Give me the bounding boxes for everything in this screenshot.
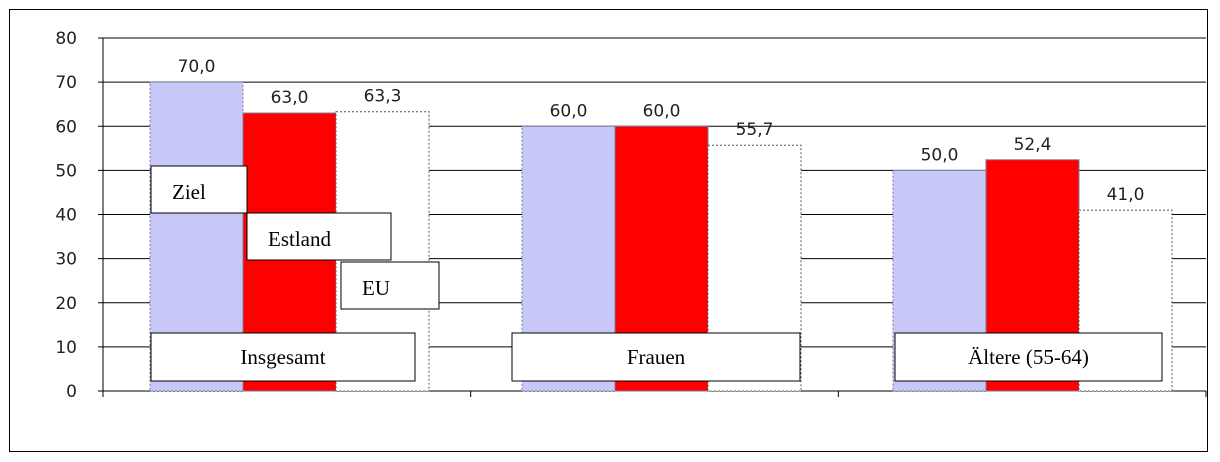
legend-box-ziel <box>150 165 248 214</box>
category-label-box-0 <box>150 332 416 382</box>
y-tick-label-10: 10 <box>55 338 77 358</box>
y-tick-label-70: 70 <box>55 73 77 93</box>
legend-label-ziel: Ziel <box>172 180 206 204</box>
data-label-eu-0: 63,3 <box>364 87 402 107</box>
y-tick-label-30: 30 <box>55 250 77 270</box>
category-label-box-2 <box>894 332 1163 382</box>
data-label-ziel-1: 60,0 <box>550 101 588 121</box>
data-label-ziel-2: 50,0 <box>921 145 959 165</box>
category-label-box-1 <box>511 332 801 382</box>
legend-label-eu: EU <box>362 276 390 300</box>
y-tick-label-80: 80 <box>55 29 77 49</box>
y-tick-label-20: 20 <box>55 294 77 314</box>
data-label-estland-0: 63,0 <box>271 88 309 108</box>
category-label-2: Ältere (55-64) <box>968 345 1089 369</box>
data-label-eu-2: 41,0 <box>1107 185 1145 205</box>
legend-box-eu <box>340 261 440 310</box>
category-label-0: Insgesamt <box>240 345 325 369</box>
data-label-eu-1: 55,7 <box>736 120 774 140</box>
y-tick-label-40: 40 <box>55 206 77 226</box>
legend-label-estland: Estland <box>268 227 331 251</box>
y-tick-label-50: 50 <box>55 161 77 181</box>
data-label-estland-2: 52,4 <box>1014 135 1052 155</box>
data-label-estland-1: 60,0 <box>643 101 681 121</box>
data-label-ziel-0: 70,0 <box>178 57 216 77</box>
y-tick-label-0: 0 <box>66 382 77 402</box>
legend-box-estland <box>246 212 392 261</box>
category-label-1: Frauen <box>627 345 686 369</box>
y-tick-label-60: 60 <box>55 117 77 137</box>
